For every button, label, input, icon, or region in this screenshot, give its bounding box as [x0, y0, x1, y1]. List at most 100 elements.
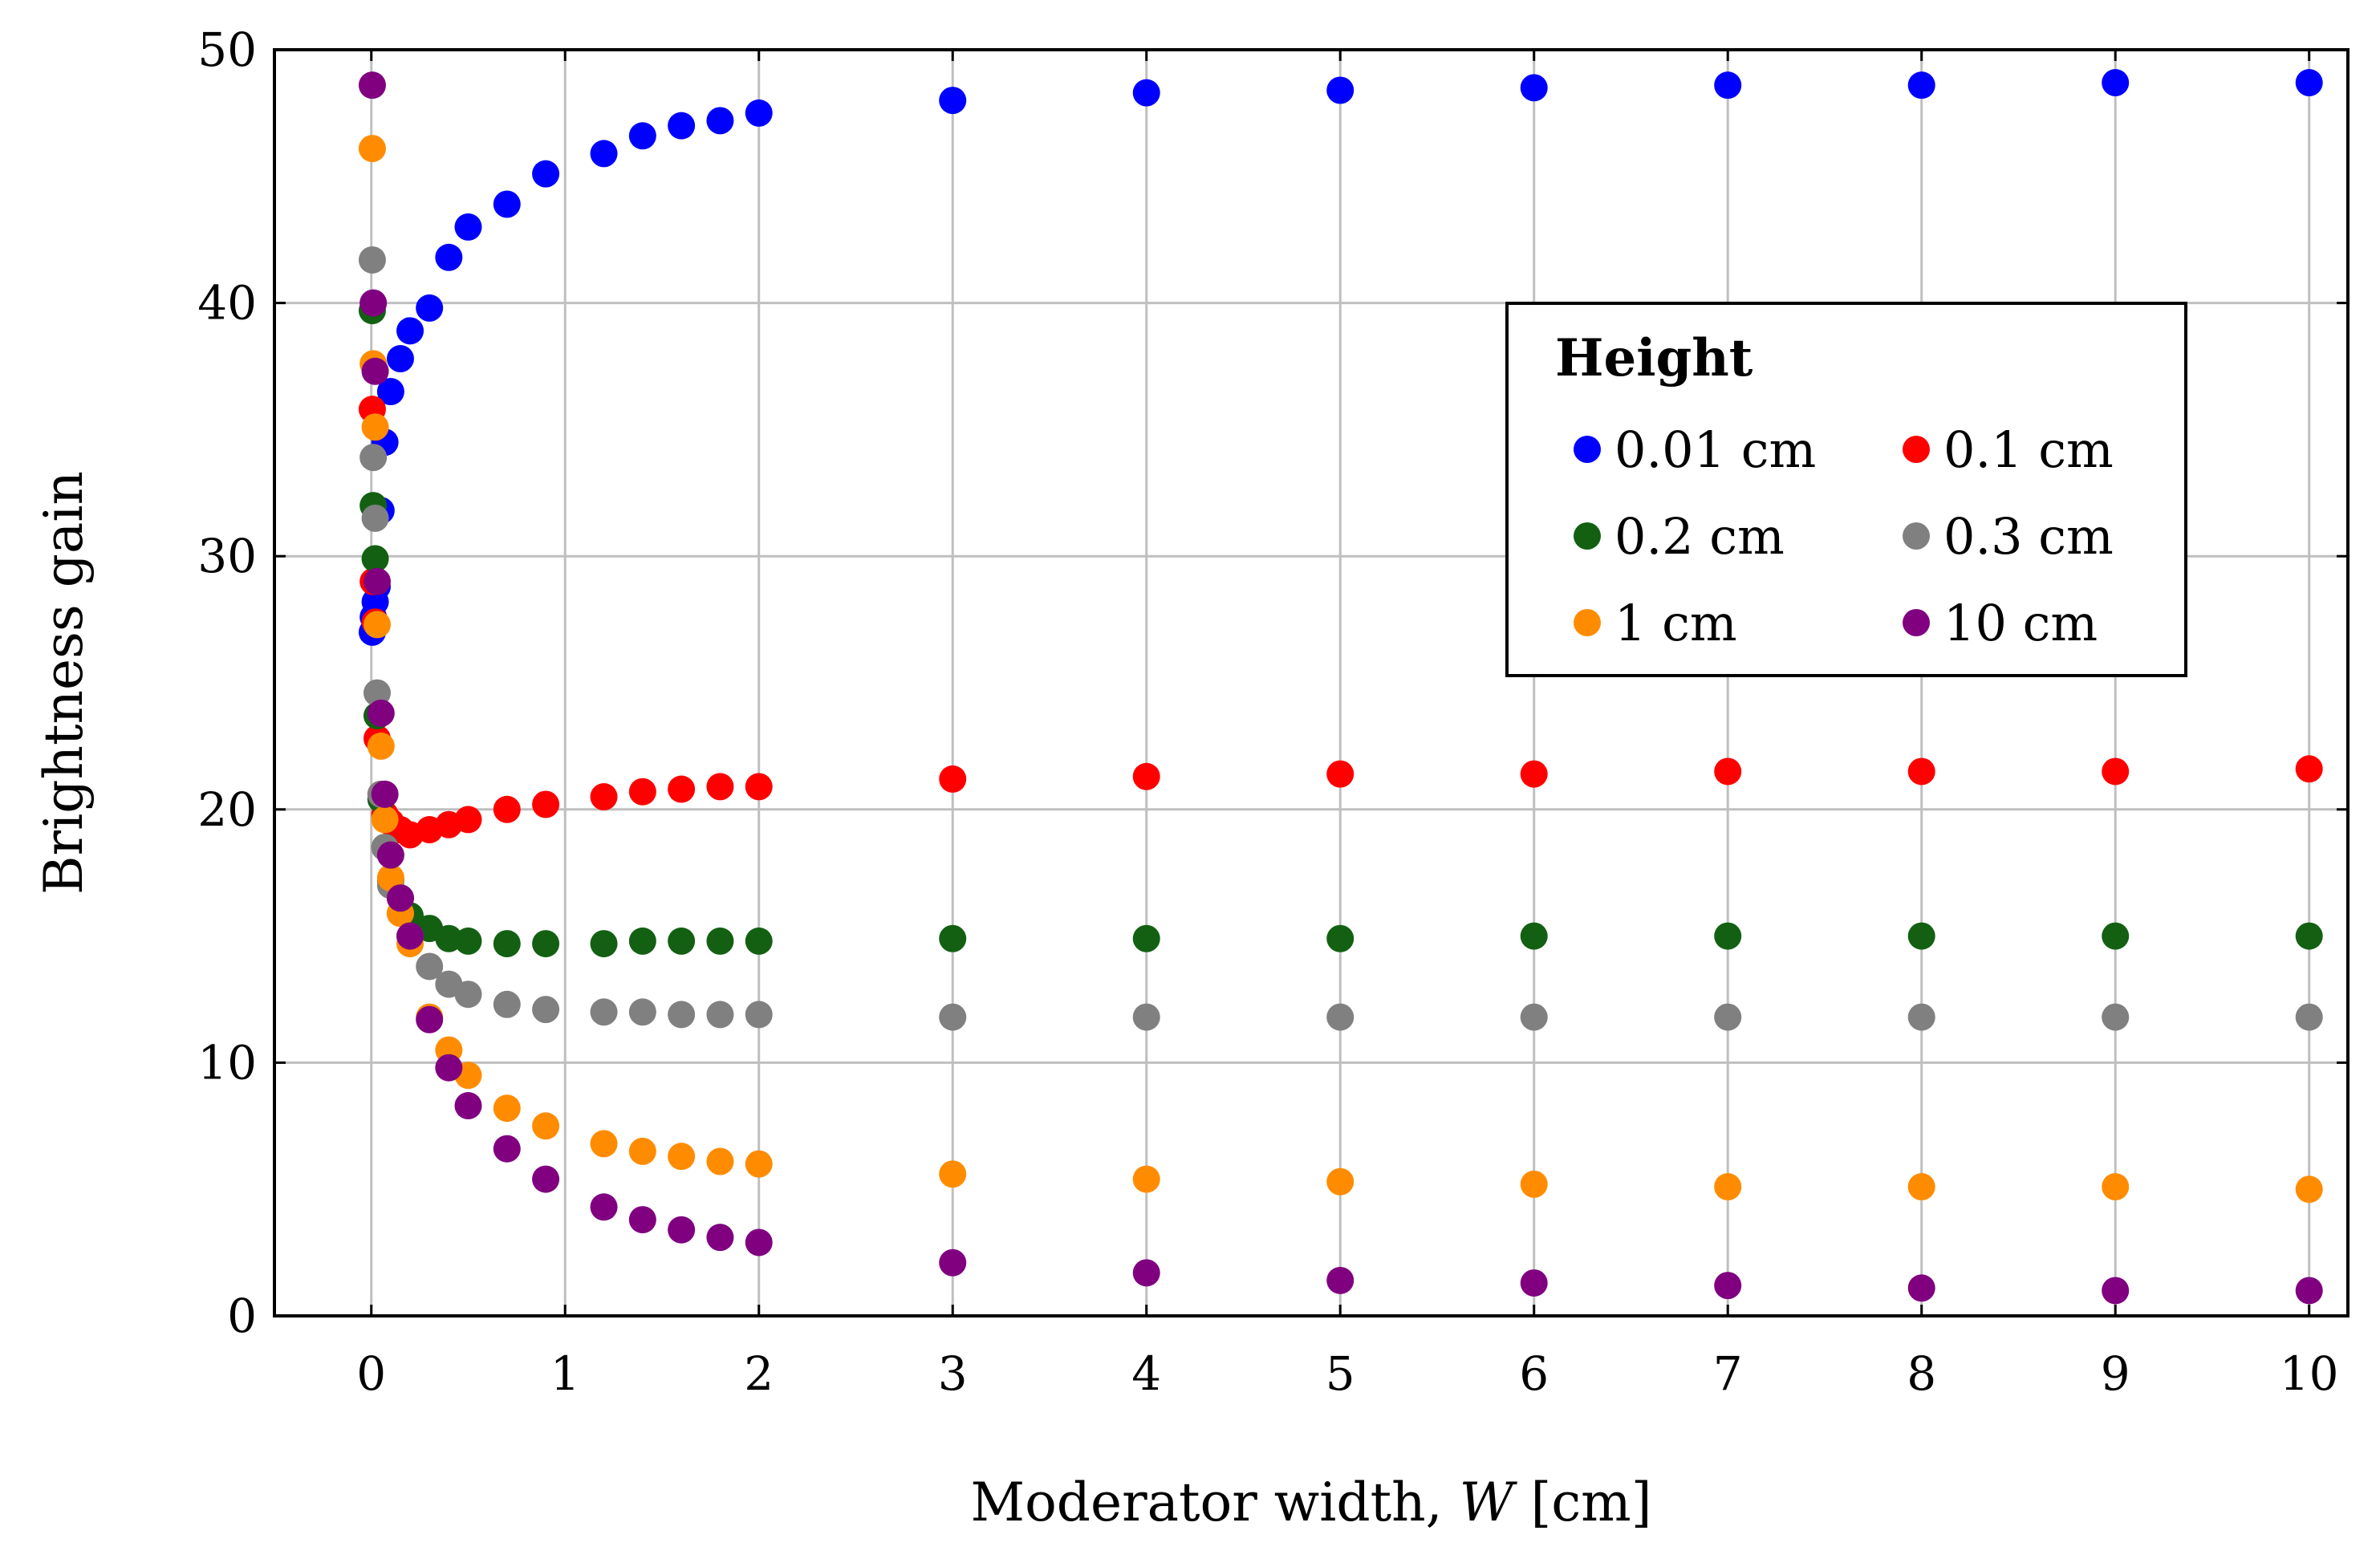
data-point: [416, 294, 444, 322]
data-point: [668, 1001, 696, 1029]
data-point: [2102, 922, 2130, 950]
data-point: [361, 504, 389, 532]
data-point: [454, 213, 482, 241]
data-point: [454, 927, 482, 955]
data-point: [1907, 757, 1935, 786]
data-point: [1326, 924, 1354, 952]
data-point: [376, 864, 404, 892]
data-point: [628, 122, 656, 150]
data-point: [939, 924, 967, 952]
data-point: [939, 1003, 967, 1031]
data-point: [358, 135, 386, 163]
data-point: [590, 998, 618, 1026]
legend-title: Height: [1555, 328, 1753, 388]
data-point: [2102, 1277, 2130, 1305]
legend-label: 0.3 cm: [1943, 507, 2114, 566]
data-point: [2102, 1173, 2130, 1201]
data-point: [628, 1206, 656, 1234]
x-tick-label: 4: [1131, 1346, 1161, 1401]
legend-marker: [1574, 436, 1601, 463]
data-point: [454, 981, 482, 1009]
data-point: [706, 927, 734, 955]
data-point: [396, 317, 424, 345]
data-points: [358, 69, 2323, 1305]
y-tick-label: 40: [197, 276, 257, 331]
data-point: [532, 996, 560, 1024]
data-point: [2295, 922, 2323, 950]
data-point: [416, 1005, 444, 1033]
data-point: [1714, 1003, 1742, 1031]
data-point: [1714, 1173, 1742, 1201]
data-point: [590, 1130, 618, 1158]
data-point: [493, 990, 521, 1018]
data-point: [363, 679, 391, 707]
legend-marker: [1903, 436, 1930, 463]
x-tick-label: 1: [550, 1346, 580, 1401]
data-point: [361, 357, 389, 385]
data-point: [745, 99, 773, 127]
data-point: [1520, 760, 1548, 788]
data-point: [668, 1216, 696, 1244]
data-point: [1714, 757, 1742, 786]
legend-marker: [1574, 609, 1601, 636]
y-axis-title: Brightness gain: [33, 471, 95, 895]
data-point: [1714, 1272, 1742, 1300]
data-point: [939, 1160, 967, 1188]
data-point: [1132, 79, 1160, 107]
data-point: [1326, 76, 1354, 104]
data-point: [1326, 1167, 1354, 1196]
y-tick-label: 30: [197, 529, 257, 583]
data-point: [361, 545, 389, 573]
data-point: [361, 413, 389, 441]
data-point: [1520, 1003, 1548, 1031]
data-point: [668, 775, 696, 803]
data-point: [532, 1165, 560, 1193]
data-point: [628, 778, 656, 806]
data-point: [745, 773, 773, 801]
data-point: [371, 806, 399, 834]
data-point: [745, 1001, 773, 1029]
data-point: [2102, 69, 2130, 97]
legend-marker: [1903, 522, 1930, 550]
data-point: [1714, 922, 1742, 950]
data-point: [386, 884, 414, 912]
y-tick-label: 0: [227, 1289, 257, 1343]
legend: Height 0.01 cm 0.1 cm 0.2 cm 0.3 cm 1 cm 10 c…: [1505, 302, 2187, 677]
x-tick-label: 3: [938, 1346, 968, 1401]
data-point: [706, 1001, 734, 1029]
data-point: [1132, 1259, 1160, 1287]
data-point: [706, 1147, 734, 1175]
data-point: [1132, 924, 1160, 952]
data-point: [371, 780, 399, 808]
data-point: [2295, 1175, 2323, 1204]
data-point: [358, 246, 386, 274]
legend-entries: 0.01 cm 0.1 cm 0.2 cm 0.3 cm 1 cm 10 cm: [1574, 420, 2114, 652]
data-point: [367, 732, 395, 760]
data-point: [1520, 1170, 1548, 1198]
x-axis-title: Moderator width, W [cm]: [970, 1472, 1651, 1533]
data-point: [706, 107, 734, 135]
data-point: [493, 795, 521, 823]
legend-label: 0.1 cm: [1943, 420, 2114, 479]
data-point: [358, 71, 386, 99]
data-point: [435, 1054, 463, 1082]
data-point: [2295, 755, 2323, 783]
data-point: [359, 289, 388, 317]
data-point: [590, 1193, 618, 1221]
data-point: [668, 927, 696, 955]
data-point: [939, 765, 967, 793]
data-point: [706, 773, 734, 801]
data-point: [745, 1150, 773, 1178]
data-point: [745, 1228, 773, 1257]
x-tick-label: 10: [2280, 1346, 2339, 1401]
tick-labels: 0 1 2 3 4 5 6 7 8 9 10 0 10 20 30 40 50: [197, 22, 2348, 1401]
series-5: [358, 71, 2323, 1305]
data-point: [493, 930, 521, 958]
data-point: [1132, 762, 1160, 790]
data-point: [386, 345, 414, 373]
data-point: [590, 930, 618, 958]
data-point: [1907, 1173, 1935, 1201]
x-tick-label: 7: [1713, 1346, 1743, 1401]
data-point: [668, 112, 696, 140]
